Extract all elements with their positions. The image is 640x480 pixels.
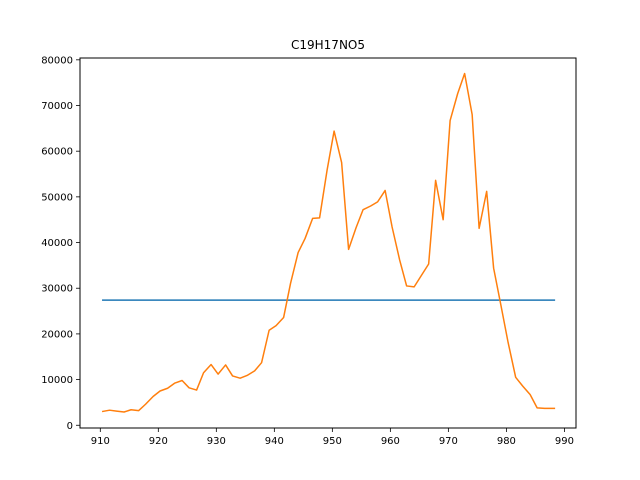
x-tick-label: 970 [439,436,458,447]
y-tick-label: 0 [67,421,73,432]
chart-title: C19H17NO5 [291,38,365,52]
x-tick-label: 910 [91,436,110,447]
y-tick-label: 50000 [41,192,73,203]
x-tick-label: 940 [265,436,284,447]
x-tick-label: 980 [497,436,516,447]
series-1-line [101,72,556,413]
y-tick-label: 60000 [41,147,73,158]
y-tick-label: 70000 [41,101,73,112]
x-tick-label: 920 [149,436,168,447]
x-tick-label: 930 [207,436,226,447]
x-axis: 910 920 930 940 950 960 970 980 990 [91,428,574,447]
y-tick-label: 30000 [41,284,73,295]
series-layer [101,72,556,413]
y-tick-label: 40000 [41,238,73,249]
y-tick-label: 20000 [41,329,73,340]
y-tick-label: 80000 [41,55,73,66]
x-tick-label: 950 [323,436,342,447]
x-tick-label: 990 [555,436,574,447]
y-axis: 0 10000 20000 30000 40000 50000 60000 70000 8000… [41,55,80,432]
y-tick-label: 10000 [41,375,73,386]
plot-frame [79,57,577,429]
x-tick-label: 960 [381,436,400,447]
